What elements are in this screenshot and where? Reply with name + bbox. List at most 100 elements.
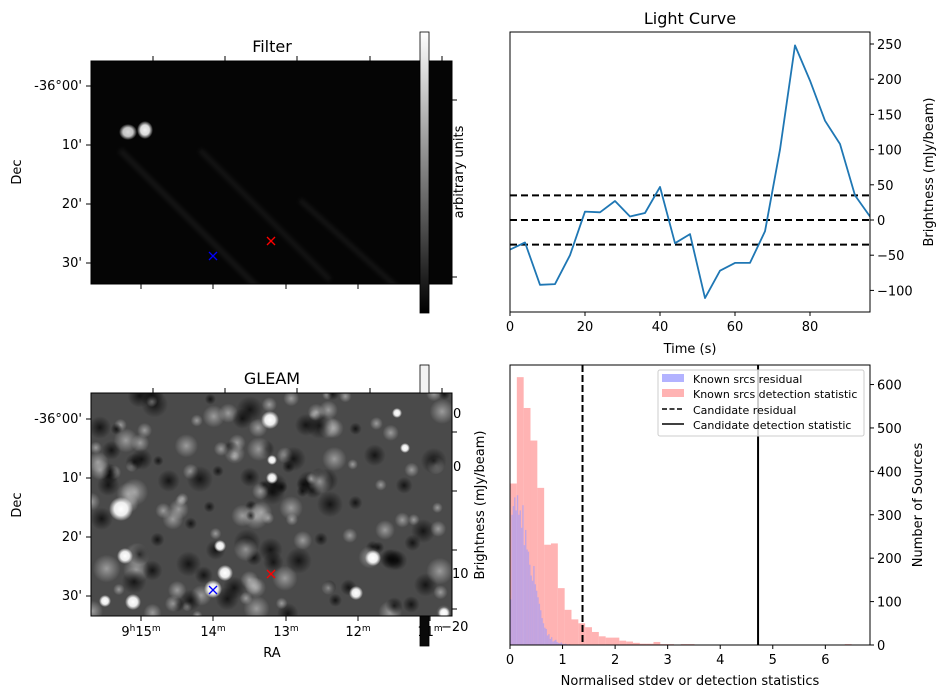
residual-bar <box>516 495 519 645</box>
image-texture <box>204 393 216 405</box>
residual-bar <box>510 599 512 645</box>
gleam-source-blob <box>217 565 233 581</box>
y-tick-label: 50 <box>877 179 894 194</box>
y-tick-label: 300 <box>877 509 902 524</box>
residual-bar <box>545 628 547 645</box>
gleam-source-blob <box>438 607 450 616</box>
y-tick-label: 500 <box>877 422 902 437</box>
residual-bar <box>533 565 535 645</box>
gleam-colorbar-bottom <box>419 615 430 647</box>
filter-red-marker <box>266 236 276 246</box>
image-texture <box>394 512 410 528</box>
image-texture <box>192 610 203 616</box>
residual-bar <box>537 597 539 645</box>
image-texture <box>202 405 225 428</box>
filter-panel: Filter -36°00' 10' 20' 30' Dec <box>10 31 467 314</box>
image-texture <box>306 412 333 439</box>
y-tick-label: 150 <box>877 108 902 123</box>
image-texture <box>347 459 358 470</box>
image-texture <box>91 459 111 480</box>
histogram-legend: Known srcs residual Known srcs detection… <box>657 369 865 437</box>
image-texture <box>328 593 343 607</box>
detection-bar <box>591 631 599 645</box>
image-texture <box>438 393 451 401</box>
image-texture <box>91 441 102 454</box>
detection-bar <box>646 643 654 645</box>
gleam-source-blob <box>125 594 141 610</box>
gleam-colorbar-tick: −20 <box>441 620 468 635</box>
y-tick-label: −50 <box>877 249 904 264</box>
x-tick-label: 1 <box>558 653 566 668</box>
image-texture <box>91 507 113 531</box>
image-texture <box>250 501 273 524</box>
gleam-source-blob <box>214 540 226 552</box>
detection-bar <box>537 487 545 645</box>
svg-text:13m: 13m <box>273 624 298 640</box>
image-texture <box>143 603 162 616</box>
gleam-source-blob <box>261 411 279 429</box>
residual-bar <box>511 514 513 645</box>
filter-dec-tick: 20' <box>62 197 82 212</box>
image-texture <box>293 530 313 550</box>
image-texture <box>382 424 399 441</box>
histogram-left-ylabel: Brightness (mJy/beam) <box>473 431 488 580</box>
filter-title: Filter <box>252 37 292 56</box>
filter-blue-marker <box>208 251 218 261</box>
legend-label: Candidate residual <box>693 404 796 417</box>
gleam-source-blob <box>117 548 133 564</box>
image-texture <box>209 527 222 540</box>
svg-text:12m: 12m <box>345 624 370 640</box>
image-texture <box>279 496 303 520</box>
image-texture <box>175 551 202 577</box>
x-tick-label: 40 <box>652 320 669 335</box>
y-tick-label: 600 <box>877 379 902 394</box>
residual-bar <box>561 643 564 645</box>
legend-label: Known srcs residual <box>693 373 802 386</box>
image-texture <box>404 462 419 478</box>
detection-bar <box>605 637 613 645</box>
image-texture <box>129 544 150 565</box>
filter-colorbar <box>419 31 430 314</box>
image-texture <box>239 591 253 605</box>
image-texture <box>244 576 263 595</box>
image-texture <box>150 532 165 547</box>
gleam-source-blob <box>267 455 277 465</box>
image-texture <box>272 565 298 591</box>
gleam-source-blob <box>266 472 278 484</box>
light-curve-ylabel: Brightness (mJy/beam) <box>922 98 937 247</box>
residual-bar <box>544 627 546 645</box>
residual-bar <box>526 549 528 645</box>
residual-bar <box>553 640 556 645</box>
light-curve-title: Light Curve <box>644 9 736 28</box>
residual-bar <box>515 510 517 645</box>
x-tick-label: 2 <box>611 653 619 668</box>
legend-label: Known srcs detection statistic <box>693 388 857 401</box>
image-texture <box>130 448 153 471</box>
residual-bar <box>514 497 516 645</box>
image-texture <box>275 597 288 610</box>
image-texture <box>92 554 121 583</box>
image-texture <box>113 583 125 596</box>
gleam-source-blob <box>400 443 410 453</box>
residual-bar <box>550 637 553 645</box>
image-texture <box>430 520 447 537</box>
y-tick-label: 0 <box>877 639 885 654</box>
y-tick-label: 100 <box>877 596 902 611</box>
residual-bar <box>560 642 562 645</box>
detection-bar <box>639 643 647 645</box>
legend-patch-red <box>662 389 684 397</box>
histogram-chart: 0 1 2 3 4 5 6 0 100 200 300 400 500 600 Normalised s… <box>473 364 926 689</box>
gleam-colorbar-tick: 0 <box>453 460 461 475</box>
histogram-xlabel: Normalised stdev or detection statistics <box>561 674 820 689</box>
filter-top-ticks <box>86 56 457 289</box>
image-texture <box>153 455 164 467</box>
image-texture <box>142 560 163 581</box>
image-texture <box>314 532 328 546</box>
image-texture <box>232 408 253 429</box>
light-curve-xlabel: Time (s) <box>663 342 717 357</box>
residual-bar <box>555 639 557 645</box>
image-texture <box>281 446 306 472</box>
legend-item: Known srcs detection statistic <box>662 388 857 401</box>
svg-text:9h15m: 9h15m <box>121 624 160 640</box>
image-texture <box>433 585 448 600</box>
